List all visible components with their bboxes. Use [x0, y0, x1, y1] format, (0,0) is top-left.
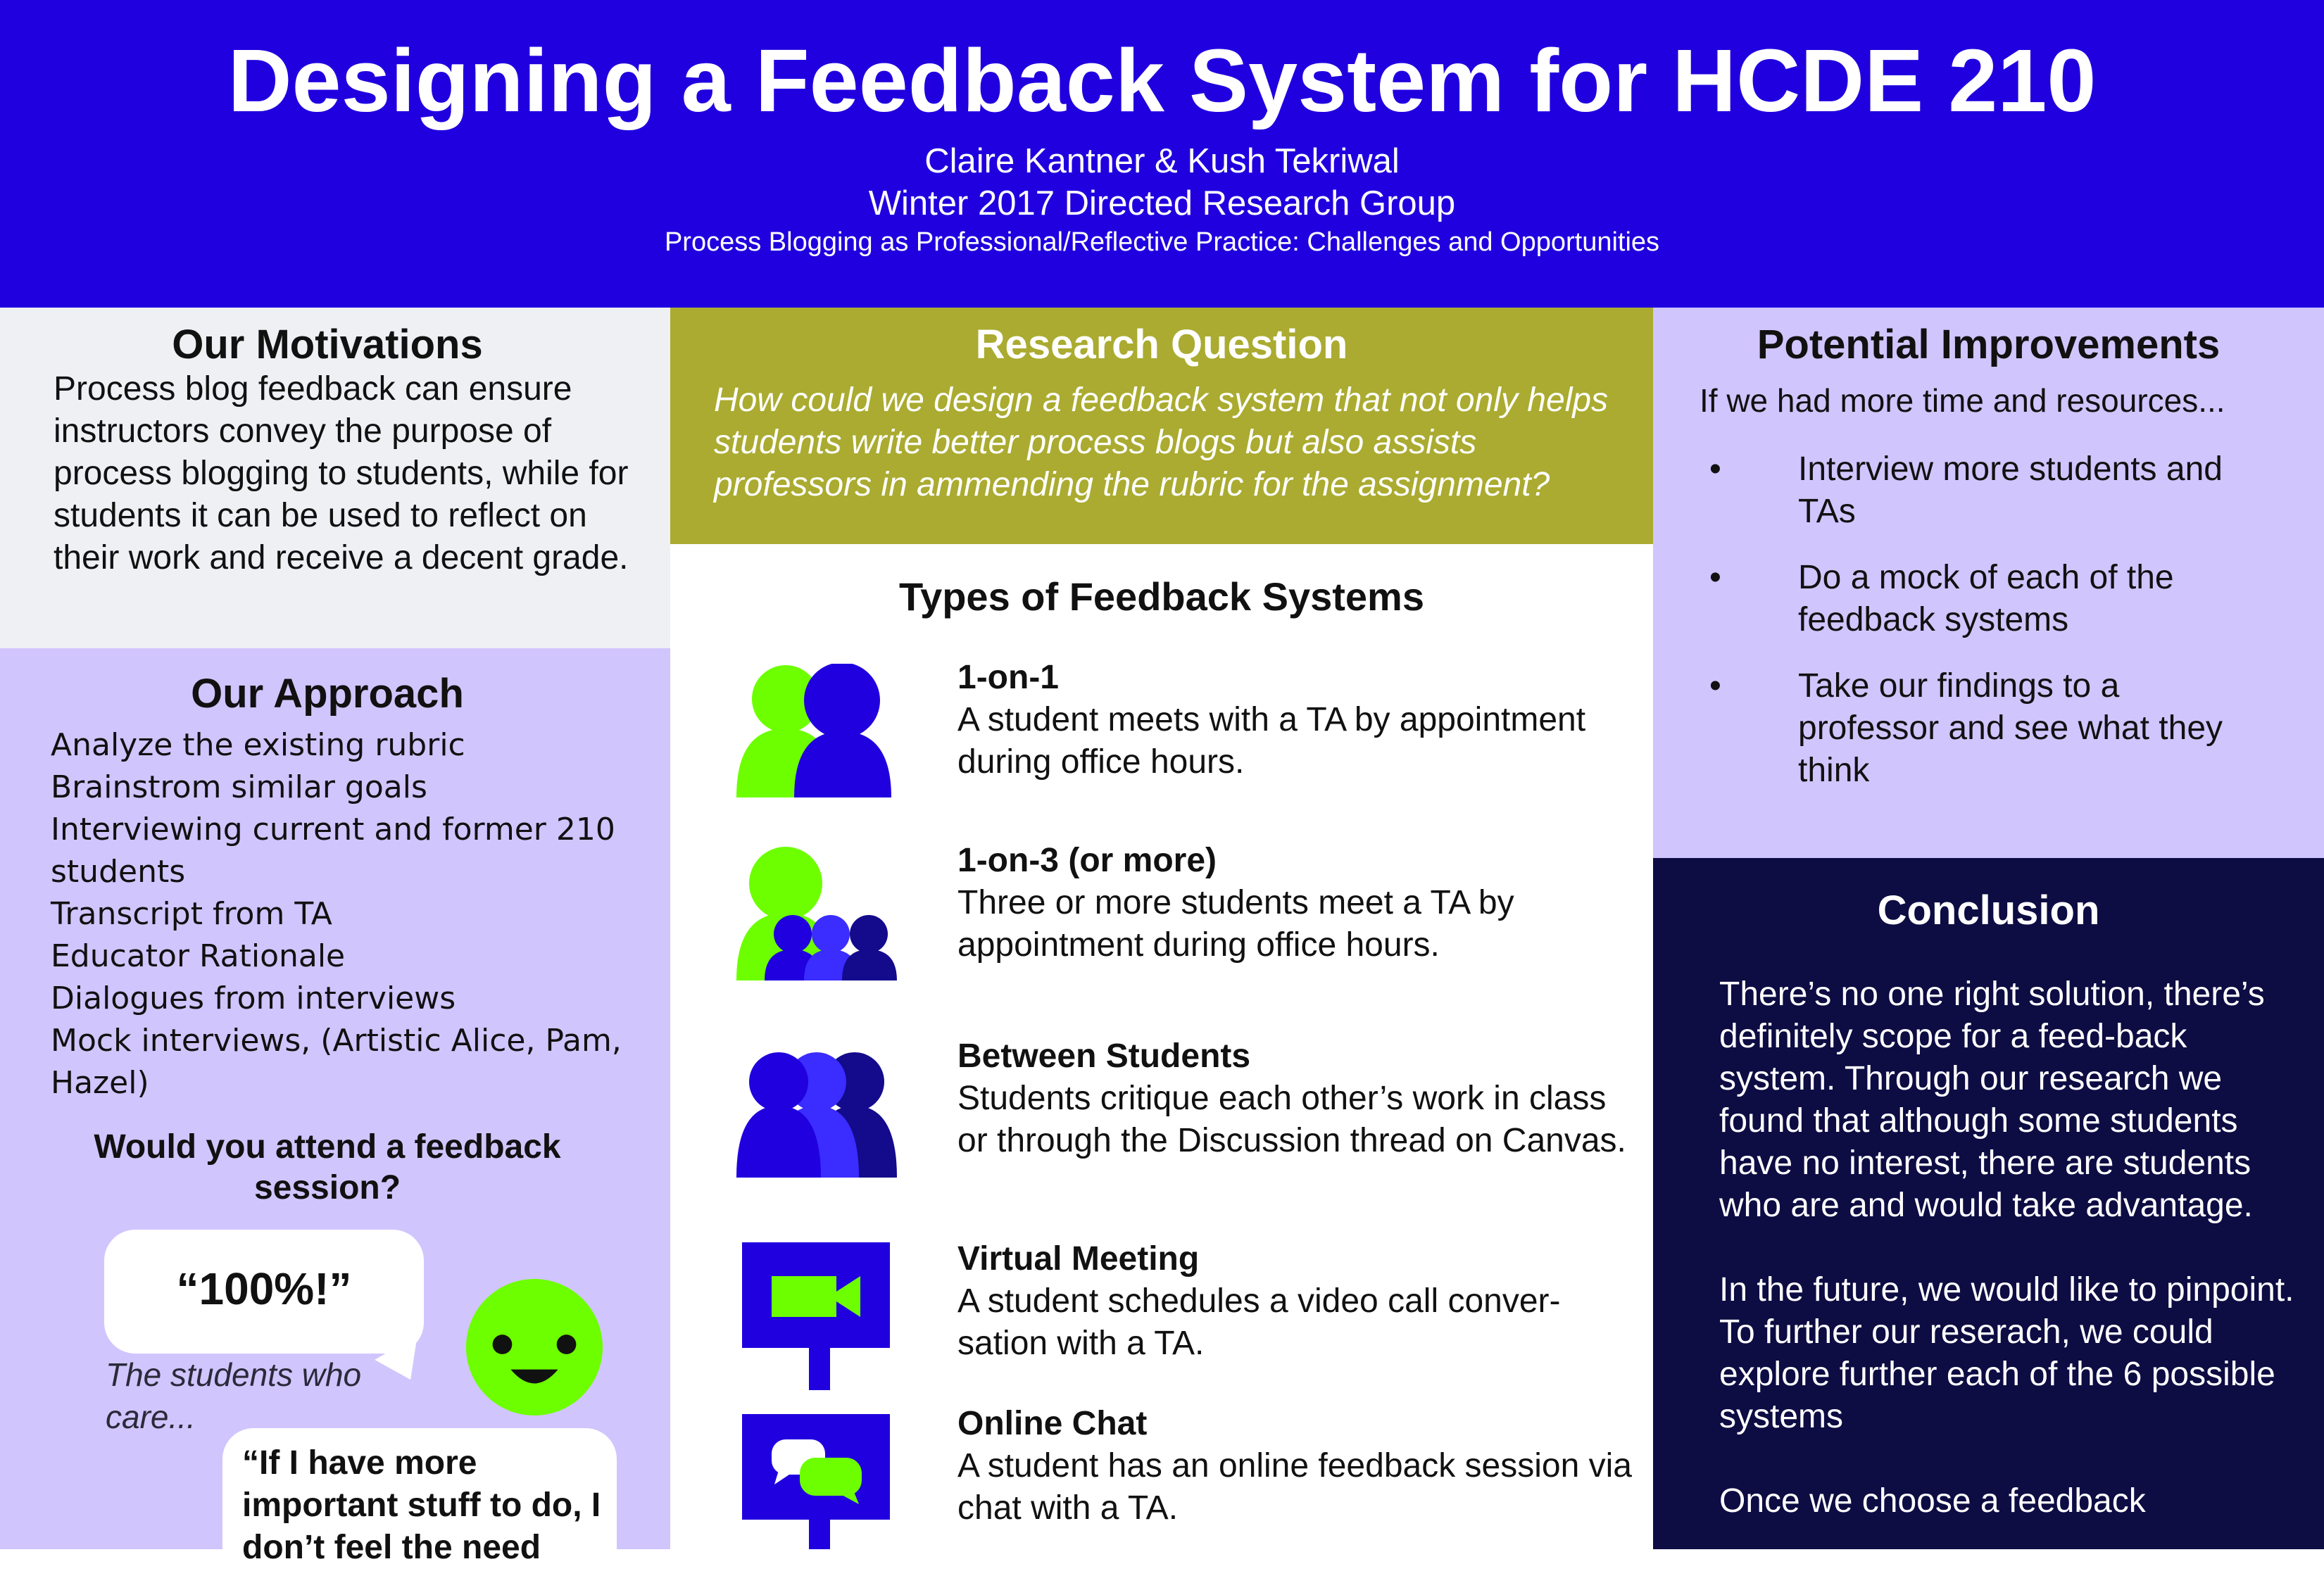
chat-bubbles-icon: [742, 1414, 890, 1549]
list-item: Dialogues from interviews: [51, 980, 456, 1016]
group-people-icon: [736, 847, 897, 980]
improvements-intro: If we had more time and resources...: [1700, 382, 2225, 419]
three-people-icon: [736, 1052, 897, 1178]
research-group: Winter 2017 Directed Research Group: [868, 184, 1456, 222]
approach-panel: Our Approach Analyze the existing rubric…: [0, 648, 670, 1583]
feedback-type-name: Online Chat: [957, 1405, 1148, 1442]
bullet: •: [1709, 559, 1721, 596]
feedback-type-name: 1-on-1: [957, 659, 1059, 696]
research-question-panel: Research Question How could we design a …: [670, 308, 1653, 544]
research-question-text: How could we design a feedback system th…: [714, 381, 1609, 503]
video-camera-icon: [742, 1242, 890, 1390]
improvements-heading: Potential Improvements: [1757, 322, 2221, 367]
smiley-face-icon: [465, 1278, 603, 1416]
feedback-type-item: Between Students Students critique each …: [957, 1035, 1633, 1162]
motivations-heading: Our Motivations: [172, 322, 483, 367]
motivations-text: Process blog feedback can ensure instruc…: [54, 370, 629, 576]
feedback-type-item: 1-on-1 A student meets with a TA by appo…: [957, 657, 1633, 783]
quote-negative: “If I have more important stuff to do, I…: [242, 1444, 601, 1566]
list-item: Interviewing current and former 210 stud…: [51, 812, 615, 890]
feedback-types-panel: Types of Feedback Systems 1-on-1 A stude…: [670, 544, 1653, 1549]
feedback-type-desc: Three or more students meet a TA by appo…: [957, 884, 1514, 964]
attend-question: Would you attend a feedback session?: [94, 1128, 561, 1206]
list-item: • Do a mock of each of the feedback syst…: [1700, 557, 2263, 641]
list-item: Mock interviews, (Artistic Alice, Pam, H…: [51, 1023, 622, 1101]
conclusion-text: There’s no one right solution, there’s d…: [1719, 976, 2294, 1520]
quote-positive: “100%!”: [176, 1263, 352, 1314]
project-name: Process Blogging as Professional/Reflect…: [664, 227, 1660, 257]
list-item: Educator Rationale: [51, 938, 346, 974]
list-item-text: Interview more students and TAs: [1798, 450, 2223, 530]
list-item-text: Do a mock of each of the feedback system…: [1798, 559, 2174, 638]
feedback-type-item: 1-on-3 (or more) Three or more students …: [957, 840, 1633, 966]
authors: Claire Kantner & Kush Tekriwal: [924, 142, 1400, 180]
feedback-type-name: Between Students: [957, 1038, 1251, 1075]
feedback-type-desc: A student schedules a video call conver-…: [957, 1282, 1561, 1362]
speech-bubble-positive: “100%!”: [104, 1230, 424, 1354]
feedback-type-item: Virtual Meeting A student schedules a vi…: [957, 1238, 1633, 1365]
list-item: Brainstrom similar goals: [51, 769, 427, 805]
feedback-type-desc: Students critique each other’s work in c…: [957, 1080, 1626, 1159]
poster-header: Designing a Feedback System for HCDE 210…: [0, 0, 2324, 308]
conclusion-heading: Conclusion: [1877, 888, 2100, 933]
feedback-type-name: Virtual Meeting: [957, 1240, 1200, 1278]
feedback-type-desc: A student meets with a TA by appointment…: [957, 701, 1586, 781]
research-question-heading: Research Question: [975, 322, 1348, 367]
feedback-types-heading: Types of Feedback Systems: [899, 574, 1424, 619]
list-item: • Interview more students and TAs: [1700, 448, 2263, 533]
feedback-type-item: Online Chat A student has an online feed…: [957, 1403, 1633, 1530]
improvements-panel: Potential Improvements If we had more ti…: [1653, 308, 2324, 858]
bullet: •: [1709, 450, 1721, 488]
speech-bubble-negative: “If I have more important stuff to do, I…: [222, 1428, 617, 1583]
motivations-panel: Our Motivations Process blog feedback ca…: [0, 308, 670, 648]
list-item: Analyze the existing rubric: [51, 727, 465, 763]
list-item: • Take our findings to a professor and s…: [1700, 665, 2263, 792]
feedback-type-name: 1-on-3 (or more): [957, 842, 1217, 879]
list-item: Transcript from TA: [51, 896, 332, 932]
two-people-icon: [736, 664, 891, 797]
bullet: •: [1709, 667, 1721, 705]
conclusion-panel: Conclusion There’s no one right solution…: [1653, 858, 2324, 1549]
approach-list: Analyze the existing rubric Brainstrom s…: [51, 724, 635, 1104]
quote-caption: The students who care...: [106, 1356, 362, 1435]
list-item-text: Take our findings to a professor and see…: [1798, 667, 2223, 789]
approach-heading: Our Approach: [191, 671, 464, 717]
improvements-list: • Interview more students and TAs • Do a…: [1700, 448, 2263, 816]
feedback-type-desc: A student has an online feedback session…: [957, 1447, 1632, 1527]
poster-title: Designing a Feedback System for HCDE 210: [227, 31, 2097, 130]
